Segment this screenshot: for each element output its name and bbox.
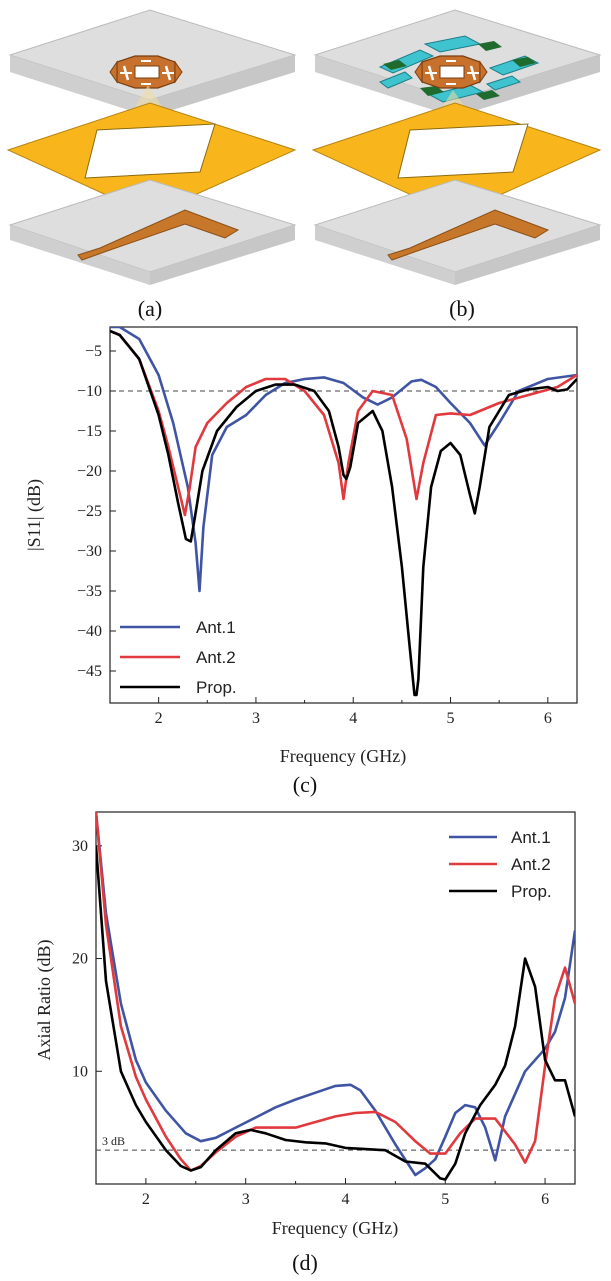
s11-chart: 2 3 4 5 6 −5 −10 −15 −20 −25 −30 −35 −40 −45 Ant.1 Ant… bbox=[24, 326, 578, 767]
series-line-ant2 bbox=[110, 329, 577, 517]
y-tick-label: −25 bbox=[77, 503, 102, 520]
ground-plane-with-slot bbox=[311, 102, 602, 216]
y-tick-label: 30 bbox=[72, 838, 88, 855]
top-substrate-layer bbox=[8, 9, 297, 117]
y-axis-label: Axial Ratio (dB) bbox=[34, 940, 55, 1061]
axial-ratio-chart: 3 dB 2 3 4 5 6 10 20 30 Ant.1 Ant.2 Prop. Frequen… bbox=[34, 811, 576, 1239]
ground-plane-with-slot bbox=[6, 102, 297, 216]
x-axis-label: Frequency (GHz) bbox=[280, 746, 406, 767]
radiating-patch bbox=[109, 55, 183, 89]
radiating-patch bbox=[414, 55, 488, 89]
legend-label: Ant.2 bbox=[511, 855, 551, 874]
series-line-prop bbox=[110, 329, 577, 697]
x-tick-label: 3 bbox=[242, 1191, 250, 1208]
antenna-diagram-b bbox=[311, 9, 602, 285]
y-tick-label: −30 bbox=[77, 543, 102, 560]
y-tick-label: −15 bbox=[77, 423, 102, 440]
y-tick-label: −45 bbox=[77, 663, 102, 680]
reference-label: 3 dB bbox=[102, 1134, 125, 1148]
legend-label: Ant.1 bbox=[511, 828, 551, 847]
x-tick-label: 2 bbox=[155, 710, 163, 727]
x-tick-label: 2 bbox=[142, 1191, 150, 1208]
legend-label: Prop. bbox=[511, 882, 552, 901]
series-line-ant2 bbox=[96, 812, 575, 1172]
y-tick-label: −35 bbox=[77, 583, 102, 600]
plot-frame bbox=[109, 326, 578, 704]
x-axis-label: Frequency (GHz) bbox=[272, 1218, 398, 1239]
y-tick-label: −10 bbox=[77, 383, 102, 400]
top-substrate-layer bbox=[313, 9, 602, 117]
series-line-ant1 bbox=[96, 812, 575, 1177]
x-tick-label: 4 bbox=[349, 710, 357, 727]
antenna-diagram-a bbox=[6, 9, 297, 285]
caption-a: (a) bbox=[138, 296, 162, 321]
x-tick-label: 4 bbox=[341, 1191, 349, 1208]
y-tick-label: 10 bbox=[72, 1063, 88, 1080]
x-tick-label: 5 bbox=[441, 1191, 449, 1208]
parasitic-patches bbox=[383, 41, 536, 100]
caption-d: (d) bbox=[292, 1250, 318, 1275]
x-tick-label: 5 bbox=[447, 710, 455, 727]
x-tick-label: 6 bbox=[544, 710, 552, 727]
plot-frame bbox=[95, 811, 576, 1185]
caption-b: (b) bbox=[449, 296, 475, 321]
y-tick-label: 20 bbox=[72, 951, 88, 968]
y-tick-label: −5 bbox=[85, 343, 102, 360]
y-tick-label: −40 bbox=[77, 623, 102, 640]
microstrip-feed-line bbox=[387, 209, 550, 261]
legend-label: Ant.2 bbox=[196, 648, 236, 667]
x-tick-label: 6 bbox=[541, 1191, 549, 1208]
y-axis-label: |S11| (dB) bbox=[24, 479, 45, 551]
x-tick-label: 3 bbox=[252, 710, 260, 727]
microstrip-feed-line bbox=[77, 209, 240, 261]
y-tick-label: −20 bbox=[77, 463, 102, 480]
bottom-substrate-layer bbox=[313, 179, 602, 285]
legend-label: Ant.1 bbox=[196, 618, 236, 637]
series-line-ant1 bbox=[110, 327, 577, 593]
caption-c: (c) bbox=[293, 772, 317, 797]
series-line-prop bbox=[96, 845, 575, 1181]
legend-label: Prop. bbox=[196, 678, 237, 697]
